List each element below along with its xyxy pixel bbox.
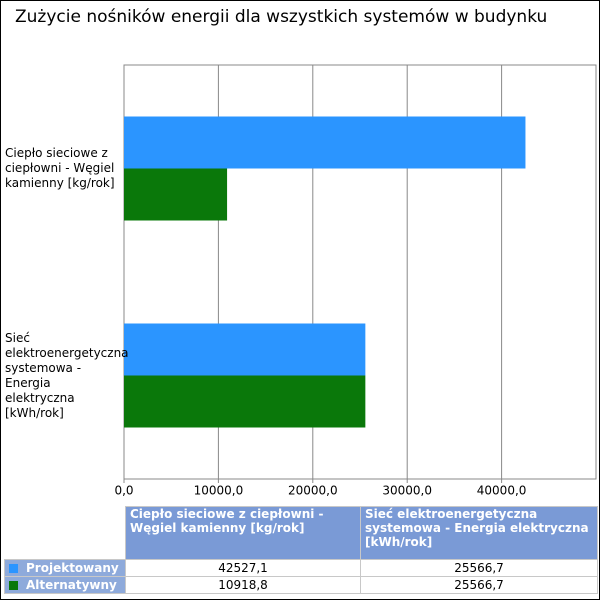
column-header: Sieć elektroenergetyczna systemowa - Ene…	[360, 506, 598, 560]
bar	[124, 168, 228, 221]
blank-cell	[5, 507, 126, 560]
legend-swatch	[9, 564, 18, 573]
bar	[124, 116, 526, 169]
y-tick-label: Ciepło sieciowe z ciepłowni - Węgiel kam…	[5, 146, 115, 190]
table-row: Projektowany 42527,1 25566,7	[4, 559, 598, 577]
legend-swatch	[9, 581, 18, 590]
x-tick-label: 0,0	[114, 484, 133, 498]
table-row: Alternatywny 10918,8 25566,7	[4, 576, 598, 594]
table-header: Ciepło sieciowe z ciepłowni - Węgiel kam…	[5, 506, 598, 560]
legend-cell: Alternatywny	[4, 576, 126, 594]
bar	[124, 375, 366, 428]
x-tick-label: 40000,0	[477, 484, 527, 498]
y-tick-label: Sieć elektroenergetyczna systemowa - Ene…	[5, 330, 129, 420]
bar	[124, 323, 366, 376]
chart: 0,0 10000,0 20000,0 30000,0 40000,0	[114, 64, 597, 498]
x-tick-label: 20000,0	[288, 484, 338, 498]
x-tick-label: 30000,0	[382, 484, 432, 498]
table-value: 25566,7	[360, 559, 598, 577]
x-tick-label: 10000,0	[194, 484, 244, 498]
table-value: 42527,1	[125, 559, 361, 577]
legend-cell: Projektowany	[4, 559, 126, 577]
table-value: 25566,7	[360, 576, 598, 594]
chart-title: Zużycie nośników energii dla wszystkich …	[15, 7, 548, 27]
data-table: Ciepło sieciowe z ciepłowni - Węgiel kam…	[4, 506, 598, 594]
column-header: Ciepło sieciowe z ciepłowni - Węgiel kam…	[125, 506, 361, 560]
legend-label: Projektowany	[26, 561, 119, 575]
legend-label: Alternatywny	[26, 578, 117, 592]
table-value: 10918,8	[125, 576, 361, 594]
